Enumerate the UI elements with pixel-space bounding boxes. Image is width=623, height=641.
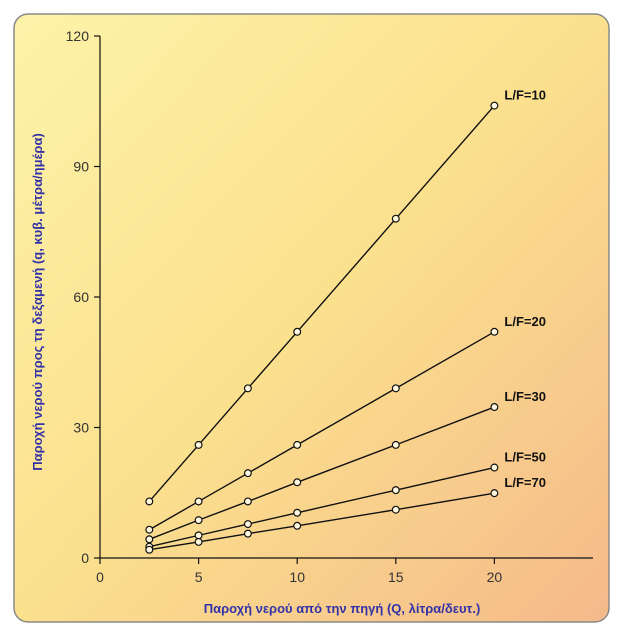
data-point xyxy=(145,535,154,544)
data-point xyxy=(194,516,203,525)
data-point xyxy=(490,463,499,472)
data-point xyxy=(391,214,400,223)
data-point xyxy=(243,469,252,478)
chart-background xyxy=(13,13,610,623)
x-tick-label: 0 xyxy=(96,569,104,585)
series-l-f-30: L/F=30 xyxy=(145,389,546,544)
data-point xyxy=(194,537,203,546)
data-point xyxy=(145,545,154,554)
series-l-f-70: L/F=70 xyxy=(145,475,546,554)
y-axis-label: Παροχή νερού προς τη δεξαμενή (q, κυβ. μ… xyxy=(30,133,45,471)
data-point xyxy=(293,327,302,336)
y-tick-label: 90 xyxy=(73,159,89,175)
x-tick-label: 15 xyxy=(388,569,404,585)
data-point xyxy=(490,101,499,110)
series-line xyxy=(148,331,495,531)
data-point xyxy=(243,529,252,538)
data-point xyxy=(293,440,302,449)
x-tick-label: 5 xyxy=(195,569,203,585)
series-line xyxy=(149,466,495,548)
series-line xyxy=(148,105,495,502)
y-tick-label: 120 xyxy=(66,28,90,44)
data-point xyxy=(194,531,203,540)
series-label: L/F=10 xyxy=(504,88,546,103)
data-point xyxy=(391,486,400,495)
data-point xyxy=(194,440,203,449)
series-label: L/F=20 xyxy=(504,314,546,329)
data-point xyxy=(145,525,154,534)
series-label: L/F=30 xyxy=(504,389,546,404)
y-tick-label: 0 xyxy=(81,550,89,566)
series-l-f-50: L/F=50 xyxy=(145,450,546,551)
y-tick-label: 30 xyxy=(73,420,89,436)
data-point xyxy=(391,384,400,393)
y-ticks: 0 30 60 90 120 xyxy=(66,28,100,566)
data-point xyxy=(243,384,252,393)
series-l-f-10: L/F=10 xyxy=(145,88,546,506)
series-l-f-20: L/F=20 xyxy=(145,314,546,534)
x-tick-label: 20 xyxy=(487,569,503,585)
x-axis-label: Παροχή νερού από την πηγή (Q, λίτρα/δευτ… xyxy=(204,601,481,616)
data-point xyxy=(391,505,400,514)
x-ticks: 0 5 10 15 20 xyxy=(96,558,502,585)
series-line xyxy=(149,492,495,551)
data-point xyxy=(490,489,499,498)
data-point xyxy=(391,440,400,449)
series-label: L/F=70 xyxy=(504,475,546,490)
data-point xyxy=(194,497,203,506)
y-tick-label: 60 xyxy=(73,289,89,305)
data-point xyxy=(490,327,499,336)
x-tick-label: 10 xyxy=(289,569,305,585)
series-label: L/F=50 xyxy=(504,450,546,465)
series-layer: L/F=10 L/F=20 L/F=30 L/F=50 L/F=70 xyxy=(145,88,546,554)
data-point xyxy=(293,521,302,530)
data-point xyxy=(145,497,154,506)
data-point xyxy=(293,508,302,517)
data-point xyxy=(293,478,302,487)
data-point xyxy=(243,497,252,506)
series-line xyxy=(149,406,495,540)
data-point xyxy=(243,520,252,529)
data-point xyxy=(490,403,499,412)
